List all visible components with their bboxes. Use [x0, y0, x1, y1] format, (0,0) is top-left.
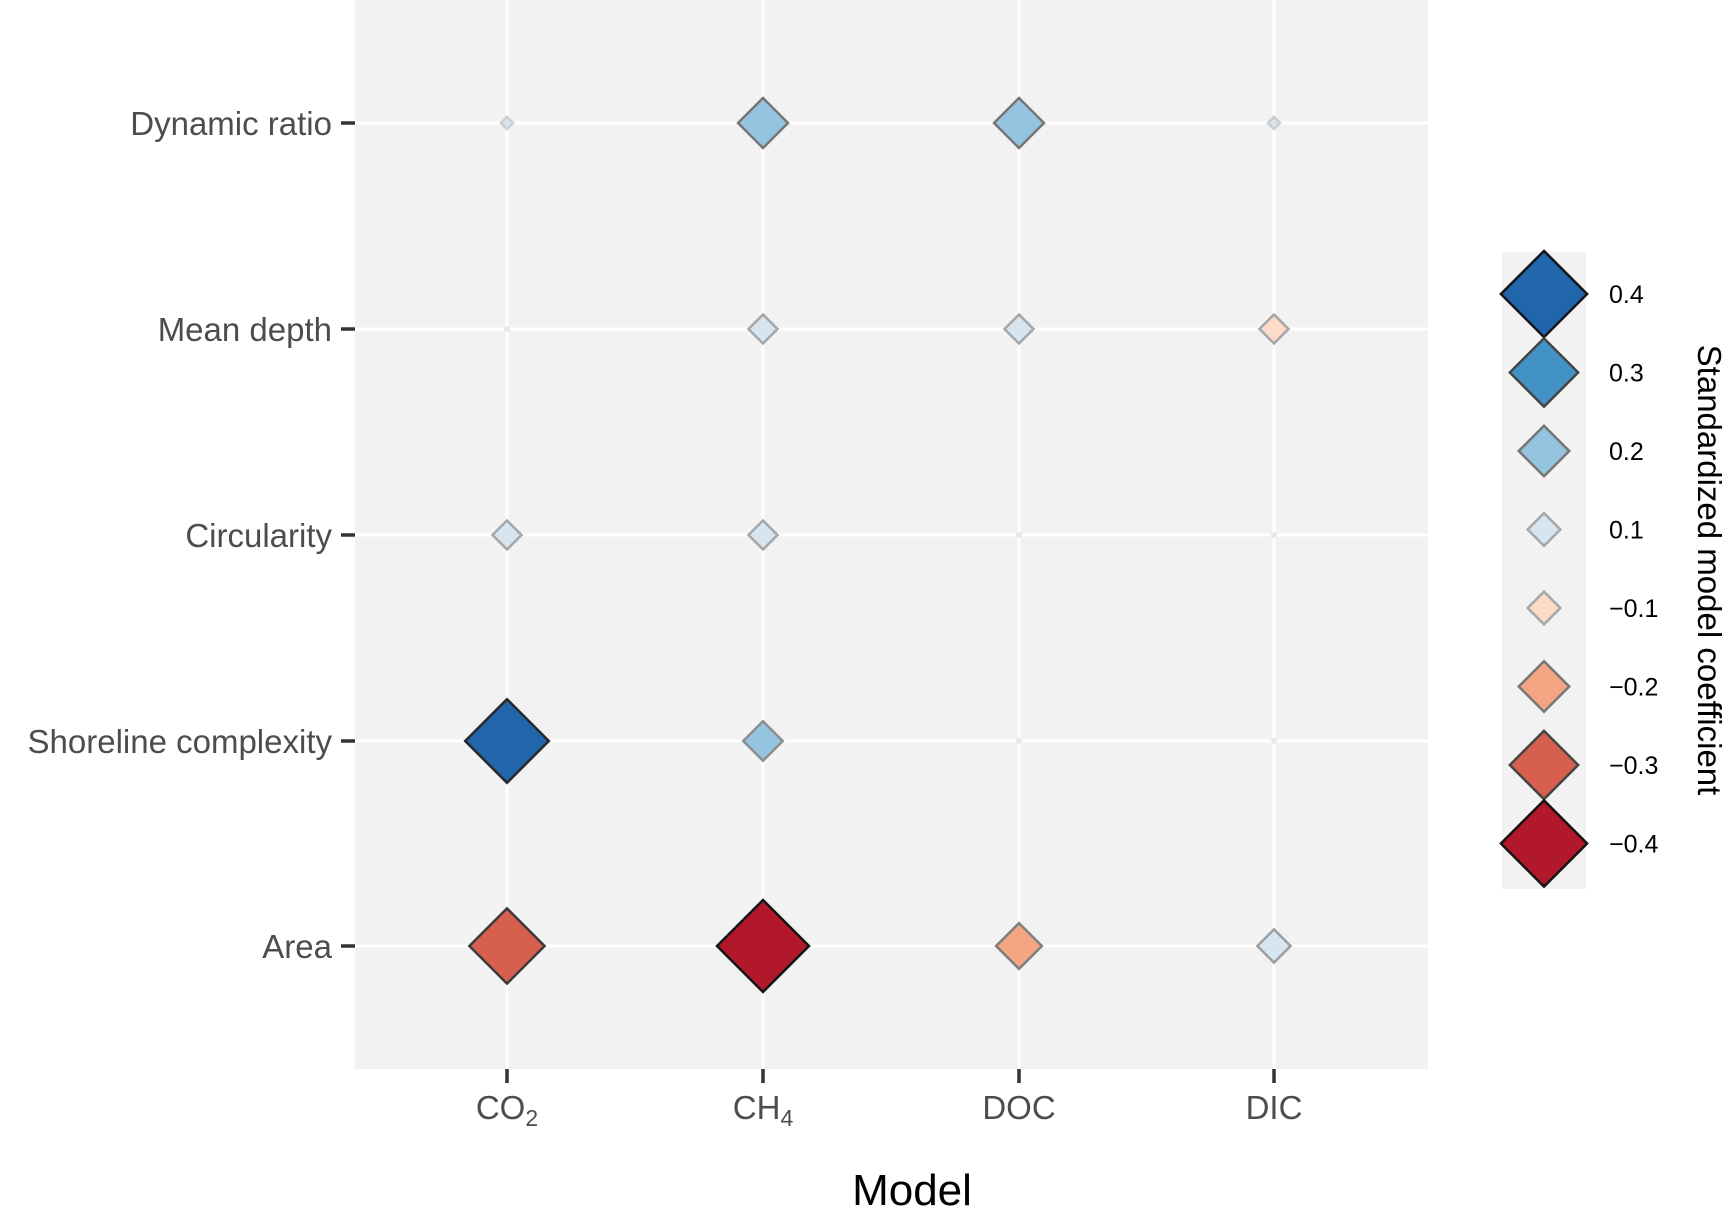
data-point-15 [1271, 738, 1277, 744]
legend-label-0: 0.4 [1609, 281, 1644, 309]
legend-label-5: −0.2 [1609, 674, 1658, 702]
x-tick-label-1: CH4 [733, 1089, 794, 1131]
y-axis: Dynamic ratio Mean depth Circularity Shorel… [28, 105, 355, 965]
x-tick-label-0: CO2 [476, 1089, 538, 1131]
data-point-13 [741, 719, 785, 763]
x-axis: CO2 CH4 DOC DIC [476, 1069, 1303, 1131]
y-tick-label-4: Area [262, 928, 332, 965]
data-point-0 [499, 115, 515, 131]
legend-label-7: −0.4 [1609, 831, 1658, 859]
data-point-11 [1271, 532, 1277, 538]
legend-label-6: −0.3 [1609, 752, 1658, 780]
legend-key-3 [1525, 511, 1563, 548]
data-point-8 [490, 518, 524, 552]
data-point-14 [1016, 738, 1022, 744]
data-point-12 [463, 697, 551, 785]
y-tick-label-0: Dynamic ratio [130, 105, 332, 142]
data-point-1 [736, 96, 790, 150]
legend-key-2 [1516, 423, 1572, 479]
data-point-9 [746, 518, 780, 552]
legend-label-1: 0.3 [1609, 360, 1644, 388]
y-tick-label-1: Mean depth [158, 311, 332, 348]
legend-key-7 [1499, 798, 1589, 889]
x-tick-label-3: DIC [1246, 1089, 1303, 1126]
data-point-6 [1002, 312, 1036, 346]
data-point-18 [994, 921, 1044, 971]
legend-title: Standardized model coefficient [1691, 345, 1725, 796]
data-point-17 [715, 898, 811, 994]
legend: 0.4 0.3 0.2 0.1 −0.1 −0.2 −0.3 −0.4 [1499, 249, 1658, 889]
data-point-10 [1016, 532, 1022, 538]
y-tick-label-3: Shoreline complexity [28, 723, 333, 760]
data-point-2 [992, 96, 1046, 150]
data-point-7 [1257, 312, 1291, 346]
legend-label-3: 0.1 [1609, 517, 1644, 545]
data-point-16 [467, 906, 547, 986]
data-point-4 [504, 326, 510, 332]
legend-key-1 [1508, 336, 1580, 409]
x-axis-title: Model [852, 1166, 972, 1210]
x-tick-label-2: DOC [982, 1089, 1055, 1126]
y-tick-label-2: Circularity [185, 517, 332, 554]
legend-label-2: 0.2 [1609, 438, 1644, 466]
data-point-19 [1255, 927, 1293, 965]
legend-label-4: −0.1 [1609, 595, 1658, 623]
legend-key-4 [1525, 589, 1563, 627]
data-point-3 [1266, 115, 1282, 131]
legend-key-5 [1516, 659, 1572, 714]
data-points [463, 96, 1293, 994]
data-point-5 [746, 312, 780, 346]
